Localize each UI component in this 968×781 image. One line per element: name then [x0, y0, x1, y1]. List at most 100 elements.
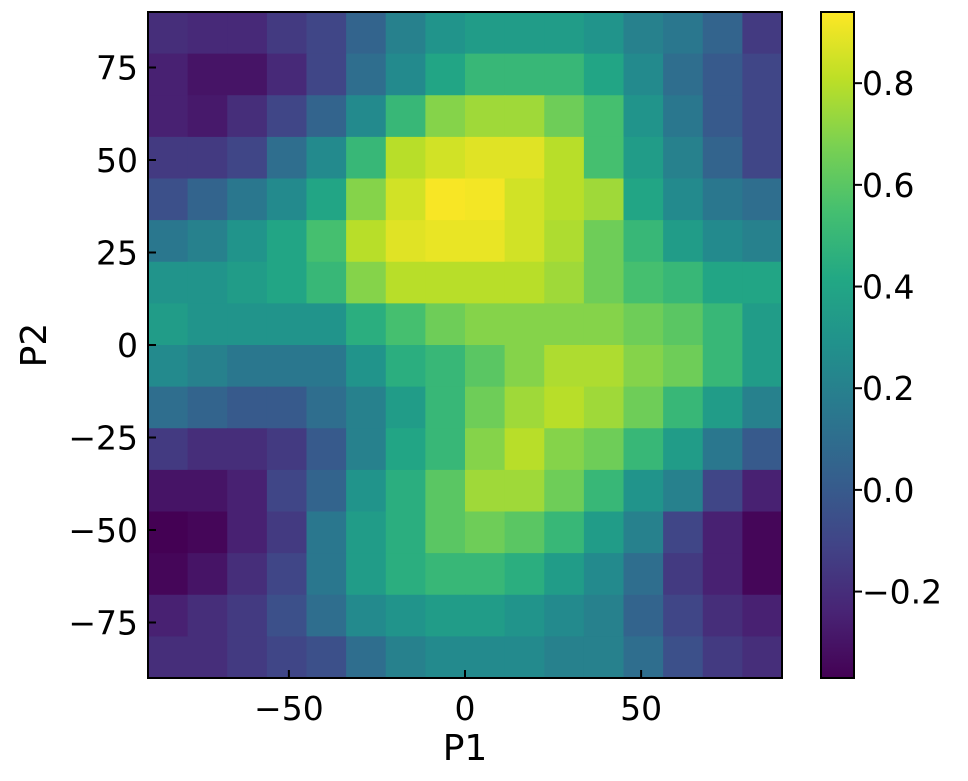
colorbar-tick-label: 0.0 [862, 471, 914, 510]
heatmap-cell [425, 261, 466, 304]
heatmap-cell [583, 511, 625, 554]
heatmap-cell [504, 220, 545, 263]
heatmap-cell [544, 178, 585, 221]
heatmap-cell [346, 178, 387, 221]
heatmap-cell [663, 303, 704, 346]
heatmap-cell [346, 261, 387, 304]
heatmap-cell [148, 428, 189, 471]
heatmap-cell [346, 136, 387, 180]
heatmap-cell [346, 553, 387, 596]
heatmap-cell [504, 594, 545, 637]
heatmap-cell [306, 345, 347, 388]
heatmap-cell [425, 469, 466, 513]
heatmap-cell [465, 553, 506, 596]
heatmap-cell [702, 428, 743, 471]
heatmap-cell [742, 261, 783, 304]
x-tick-label: 50 [620, 689, 662, 728]
heatmap-cell [266, 136, 308, 180]
heatmap-cell [702, 261, 743, 304]
heatmap-cell [663, 428, 704, 471]
heatmap-cell [385, 53, 426, 96]
heatmap-cell [306, 553, 347, 596]
heatmap-cell [544, 553, 585, 596]
heatmap-cell [385, 511, 426, 554]
heatmap-cell [306, 511, 347, 554]
heatmap-cell [504, 511, 545, 554]
heatmap-cell [306, 136, 347, 180]
heatmap-cell [148, 345, 189, 388]
colorbar-ticks: −0.2 0.0 0.2 0.4 0.6 0.8 [854, 64, 942, 612]
heatmap-cell [346, 469, 387, 513]
heatmap-cell [504, 178, 545, 221]
heatmap-cell [187, 178, 228, 221]
heatmap-cell [346, 594, 387, 637]
heatmap-cell [306, 95, 347, 138]
colorbar-tick-label: 0.2 [862, 369, 914, 408]
y-tick-label: −50 [68, 511, 138, 550]
heatmap-cell [504, 636, 545, 679]
heatmap-cell [306, 303, 347, 346]
heatmap-cell [544, 220, 585, 263]
heatmap-cell [663, 594, 704, 637]
heatmap-cell [742, 136, 783, 180]
heatmap-cell [148, 178, 189, 221]
heatmap-cell [187, 594, 228, 637]
heatmap-cell [702, 386, 743, 429]
heatmap-cell [187, 469, 228, 513]
heatmap-cell [583, 136, 625, 180]
heatmap-cells [148, 12, 783, 679]
heatmap-cell [623, 428, 664, 471]
heatmap-cell [544, 594, 585, 637]
heatmap-cell [227, 220, 268, 263]
heatmap-cell [465, 345, 506, 388]
heatmap-cell [702, 12, 743, 55]
heatmap-cell [742, 553, 783, 596]
heatmap-cell [306, 12, 347, 55]
heatmap-cell [227, 553, 268, 596]
heatmap-cell [385, 636, 426, 679]
heatmap-cell [702, 220, 743, 263]
heatmap-cell [663, 636, 704, 679]
heatmap-cell [623, 386, 664, 429]
heatmap-cell [148, 303, 189, 346]
heatmap-cell [306, 428, 347, 471]
heatmap-cell [742, 428, 783, 471]
heatmap-cell [346, 95, 387, 138]
heatmap-cell [346, 636, 387, 679]
heatmap-cell [623, 136, 664, 180]
heatmap-cell [583, 303, 625, 346]
heatmap-cell [187, 53, 228, 96]
heatmap-cell [227, 12, 268, 55]
heatmap-cell [623, 178, 664, 221]
heatmap-cell [742, 303, 783, 346]
y-tick-label: −25 [68, 419, 138, 458]
heatmap-cell [702, 53, 743, 96]
heatmap-cell [266, 345, 308, 388]
heatmap-cell [148, 594, 189, 637]
heatmap-cell [266, 178, 308, 221]
heatmap-cell [663, 95, 704, 138]
heatmap-cell [346, 345, 387, 388]
heatmap-cell [346, 12, 387, 55]
heatmap-cell [306, 178, 347, 221]
heatmap-cell [385, 303, 426, 346]
heatmap-cell [385, 261, 426, 304]
heatmap-cell [425, 386, 466, 429]
heatmap-cell [583, 12, 625, 55]
heatmap-cell [227, 428, 268, 471]
heatmap-cell [623, 594, 664, 637]
x-tick-label: −50 [254, 689, 324, 728]
heatmap-cell [504, 469, 545, 513]
heatmap-cell [346, 386, 387, 429]
heatmap-cell [227, 303, 268, 346]
heatmap-cell [583, 53, 625, 96]
heatmap-cell [346, 53, 387, 96]
x-tick-label: 0 [455, 689, 476, 728]
heatmap-cell [465, 386, 506, 429]
heatmap-cell [425, 136, 466, 180]
heatmap-cell [742, 511, 783, 554]
heatmap-cell [742, 53, 783, 96]
heatmap-cell [623, 553, 664, 596]
heatmap-cell [702, 469, 743, 513]
heatmap-cell [187, 95, 228, 138]
